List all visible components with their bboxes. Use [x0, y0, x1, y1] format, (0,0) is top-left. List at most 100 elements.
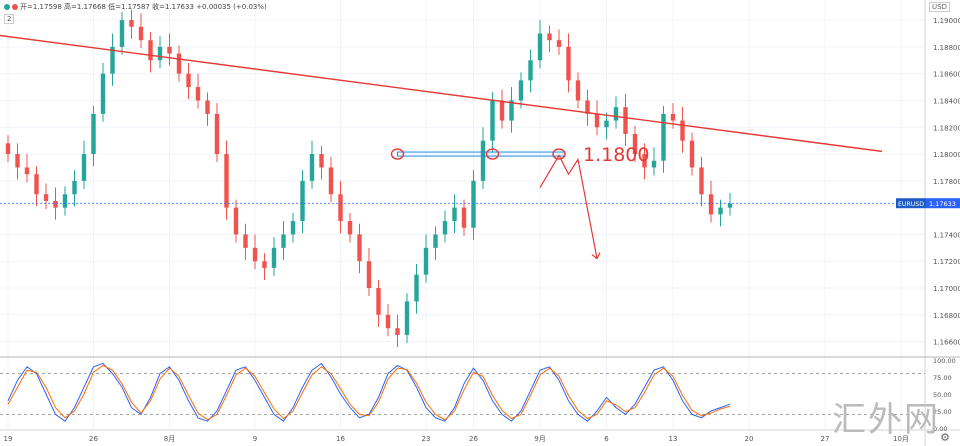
candle-body	[376, 288, 381, 315]
candle-body	[43, 194, 49, 201]
candle-body	[433, 234, 438, 248]
candle-body	[34, 174, 39, 195]
candle-body	[281, 234, 286, 248]
x-tick-label: 10月	[893, 435, 909, 443]
trend-line	[0, 34, 883, 153]
candle-body	[480, 140, 486, 181]
candle-body	[24, 167, 30, 175]
candle-body	[338, 194, 343, 222]
candle-body	[347, 221, 353, 235]
oscillator-tick-label: 0.00	[933, 425, 947, 433]
candle-body	[138, 26, 144, 41]
marker-ellipse	[390, 148, 405, 160]
candle-body	[623, 107, 628, 134]
candle-body	[556, 40, 562, 47]
candle-body	[15, 154, 20, 168]
candle-body	[395, 328, 400, 335]
candle-body	[385, 314, 391, 329]
y-tick-label: 1.18400	[933, 97, 960, 105]
symbol-tag-label: EURUSD	[898, 201, 924, 208]
candle-body	[423, 247, 429, 275]
price-tag	[926, 198, 960, 209]
x-tick-label: 13	[669, 435, 678, 443]
candle-body	[490, 100, 495, 141]
collapse-button[interactable]: 2	[4, 14, 15, 24]
candle-body	[319, 154, 324, 168]
y-tick-label: 1.17200	[933, 258, 960, 266]
candle-body	[91, 113, 96, 155]
candle-body	[718, 207, 723, 215]
candle-body	[62, 194, 68, 208]
candle-body	[499, 100, 505, 121]
y-tick-label: 1.19000	[933, 17, 960, 25]
candle-body	[252, 247, 258, 262]
candle-body	[205, 100, 210, 114]
candle-body	[442, 221, 448, 235]
x-tick-label: 20	[745, 435, 754, 443]
candle-body	[537, 33, 543, 61]
x-tick-label: 27	[821, 435, 830, 443]
candle-body	[632, 133, 638, 155]
y-tick-label: 1.16600	[933, 339, 960, 347]
x-tick-label: 9月	[534, 435, 545, 443]
candle-body	[186, 73, 191, 88]
symbol-tag	[896, 198, 926, 209]
candle-body	[81, 154, 87, 181]
candle-body	[167, 46, 172, 54]
y-tick-label: 1.18200	[933, 124, 960, 132]
candle-body	[271, 247, 277, 268]
candle-body	[195, 87, 201, 101]
candle-body	[214, 113, 220, 155]
eye-icon[interactable]	[4, 4, 10, 10]
candle-body	[233, 207, 239, 235]
candle-body	[157, 46, 163, 61]
ohlc-legend: 开=1.17598 高=1.17668 低=1.17587 收=1.17633 …	[20, 3, 267, 11]
candle-body	[309, 154, 315, 181]
candle-body	[613, 107, 619, 121]
x-tick-label: 9	[253, 435, 257, 443]
candle-body	[224, 154, 229, 208]
candle-body	[300, 180, 305, 222]
candle-body	[651, 160, 657, 168]
x-tick-label: 23	[422, 435, 431, 443]
oscillator-line-d	[7, 364, 731, 421]
candle-body	[72, 180, 77, 195]
candle-body	[5, 143, 11, 155]
y-tick-label: 1.17400	[933, 231, 960, 239]
candle-body	[452, 207, 457, 222]
candle-body	[328, 167, 334, 195]
candle-body	[727, 203, 733, 208]
gear-icon[interactable]: ⚙	[940, 431, 950, 444]
candle-body	[414, 274, 419, 302]
y-tick-label: 1.17800	[933, 178, 960, 186]
x-tick-label: 16	[336, 435, 345, 443]
candle-body	[708, 194, 714, 215]
candle-body	[53, 200, 58, 208]
candle-body	[366, 261, 372, 289]
currency-label[interactable]: USD	[929, 2, 950, 12]
candle-body	[461, 207, 467, 228]
candle-body	[129, 20, 134, 27]
candle-body	[357, 234, 362, 262]
oscillator-tick-label: 100.00	[933, 357, 956, 365]
candle-body	[661, 113, 666, 161]
x-tick-label: 19	[4, 435, 13, 443]
oscillator-line-k	[7, 362, 731, 422]
candle-body	[100, 73, 106, 114]
candle-body	[642, 154, 647, 168]
y-tick-label: 1.17000	[933, 285, 960, 293]
candle-body	[566, 46, 571, 81]
candle-body	[176, 53, 182, 74]
candle-body	[604, 120, 609, 128]
eye-icon[interactable]	[12, 4, 18, 10]
x-tick-label: 26	[469, 435, 478, 443]
candle-body	[699, 167, 704, 195]
visibility-toggles[interactable]	[4, 3, 20, 12]
watermark: 汇外网	[832, 400, 940, 440]
y-tick-label: 1.18000	[933, 151, 960, 159]
candle-body	[528, 60, 533, 81]
oscillator-tick-label: 75.00	[933, 374, 952, 382]
candle-body	[243, 234, 248, 248]
